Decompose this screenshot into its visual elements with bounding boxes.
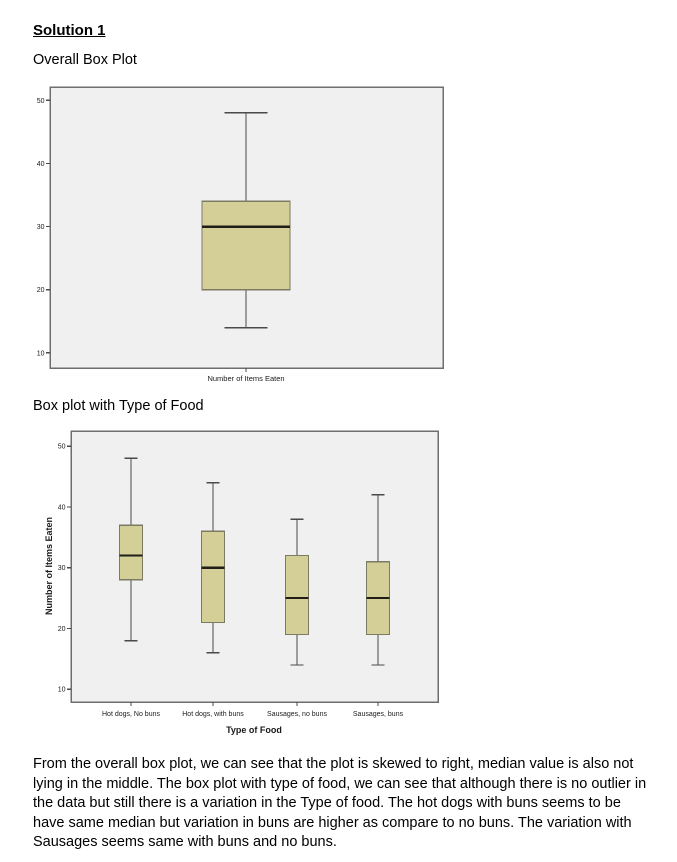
iqr-box bbox=[284, 554, 310, 636]
y-tick-label: 10 bbox=[58, 687, 66, 694]
x-category-label: Sausages, buns bbox=[353, 711, 404, 718]
y-tick-label: 30 bbox=[58, 565, 66, 572]
y-tick-label: 20 bbox=[37, 287, 45, 294]
x-category-label: Number of Items Eaten bbox=[207, 374, 284, 383]
analysis-paragraph: From the overall box plot, we can see th… bbox=[33, 756, 647, 851]
y-axis-title: Number of Items Eaten bbox=[44, 517, 54, 615]
iqr-box bbox=[118, 524, 144, 581]
overall-boxplot-chart: 10 20 30 40 50 Number of Items Eaten bbox=[37, 86, 444, 383]
x-category-label: Sausages, no buns bbox=[267, 711, 327, 718]
x-category-label: Hot dogs, with buns bbox=[182, 711, 244, 718]
y-tick-label: 30 bbox=[37, 224, 45, 231]
iqr-box bbox=[200, 530, 226, 624]
y-tick-label: 40 bbox=[58, 504, 66, 511]
y-tick-label: 50 bbox=[58, 444, 66, 451]
food-boxplot-chart: 10 20 30 40 50 Hot dogs, No buns Hot dogs, wit… bbox=[44, 430, 439, 735]
y-tick-label: 40 bbox=[37, 161, 45, 168]
y-tick-label: 10 bbox=[37, 350, 45, 357]
overall-boxplot-title: Overall Box Plot bbox=[33, 52, 137, 68]
y-tick-label: 50 bbox=[37, 98, 45, 105]
solution-heading: Solution 1 bbox=[33, 22, 106, 39]
x-axis-title: Type of Food bbox=[226, 725, 282, 735]
food-boxplot-title: Box plot with Type of Food bbox=[33, 398, 204, 414]
y-tick-label: 20 bbox=[58, 626, 66, 633]
x-category-label: Hot dogs, No buns bbox=[102, 711, 160, 718]
iqr-box bbox=[201, 200, 291, 291]
